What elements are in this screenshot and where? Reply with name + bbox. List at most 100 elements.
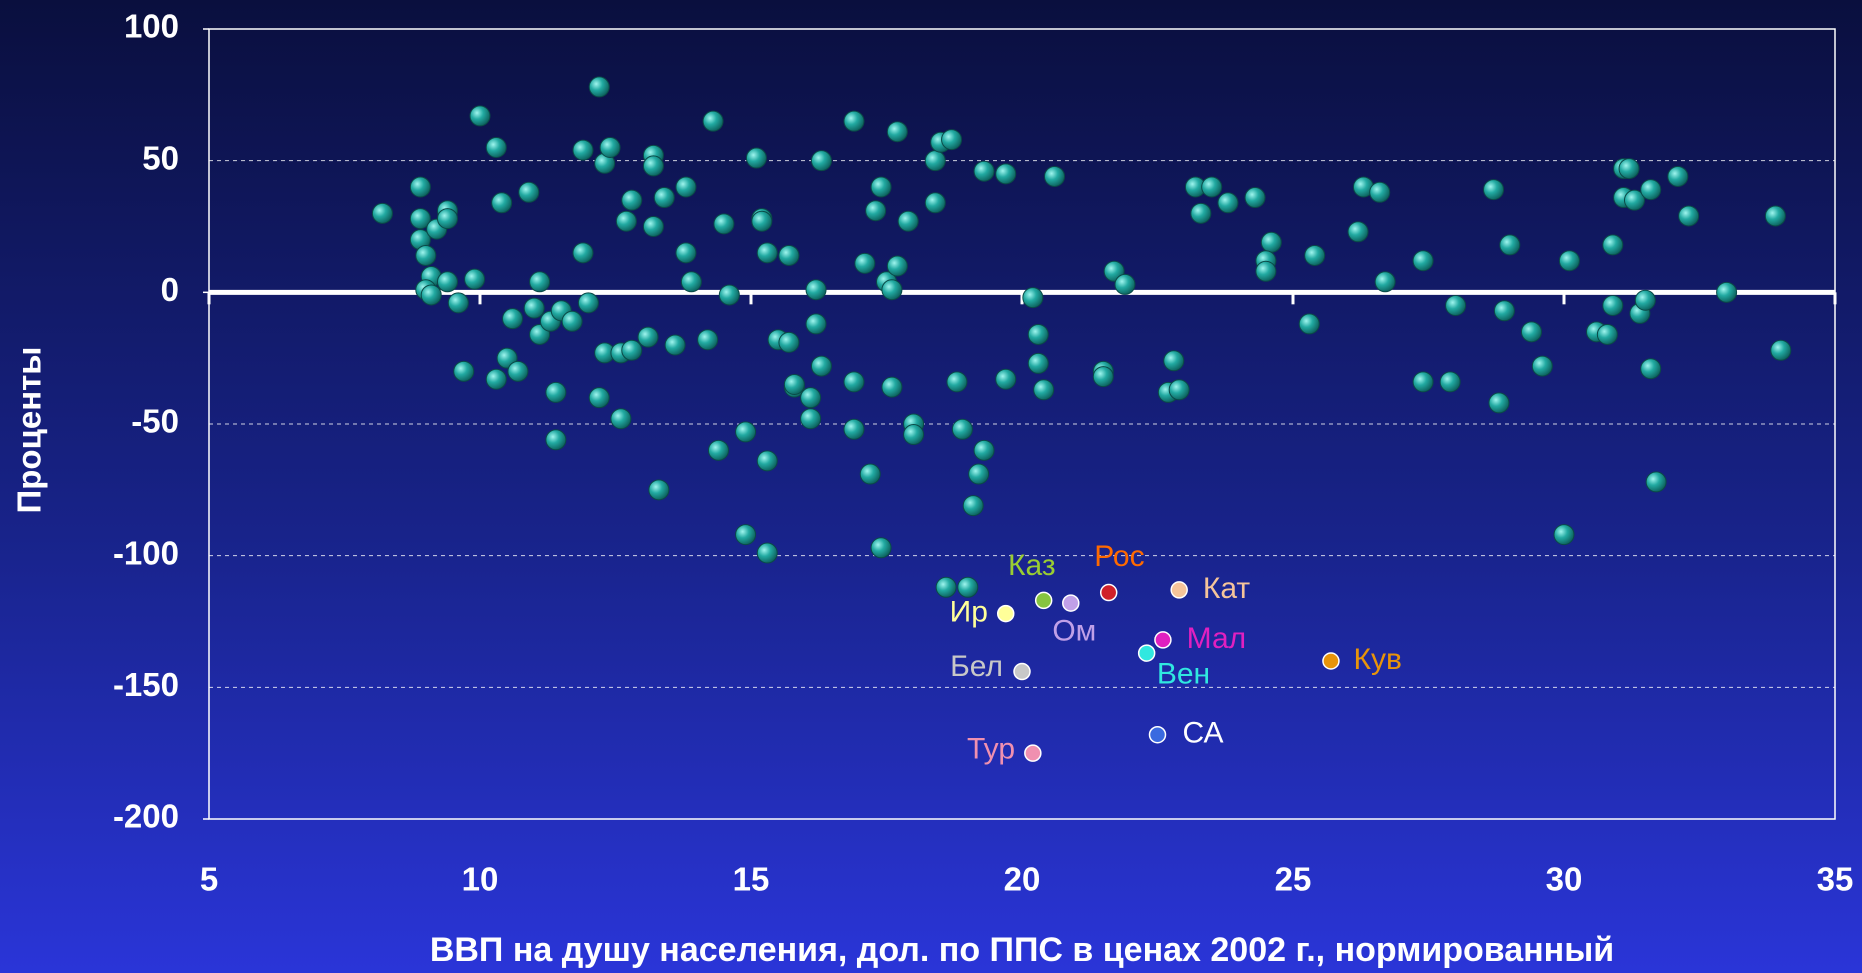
point-label: Ом bbox=[1052, 615, 1096, 648]
point bbox=[735, 524, 757, 546]
point bbox=[1347, 221, 1369, 243]
y-tick-label: -100 bbox=[113, 534, 179, 571]
point bbox=[1044, 165, 1066, 187]
point-label: Тур bbox=[967, 733, 1015, 766]
x-tick-label: 25 bbox=[1275, 861, 1312, 898]
point bbox=[805, 313, 827, 335]
point bbox=[697, 329, 719, 351]
point bbox=[859, 463, 881, 485]
point bbox=[1148, 725, 1167, 744]
point-label: Кат bbox=[1203, 572, 1251, 605]
point bbox=[756, 242, 778, 264]
point bbox=[1412, 371, 1434, 393]
point bbox=[778, 331, 800, 353]
point bbox=[946, 371, 968, 393]
point bbox=[1770, 339, 1792, 361]
point bbox=[1483, 179, 1505, 201]
point bbox=[870, 176, 892, 198]
point bbox=[572, 242, 594, 264]
point bbox=[523, 297, 545, 319]
point bbox=[1618, 158, 1640, 180]
point bbox=[1596, 323, 1618, 345]
point bbox=[800, 387, 822, 409]
point bbox=[588, 76, 610, 98]
point bbox=[962, 495, 984, 517]
point bbox=[886, 121, 908, 143]
point bbox=[610, 408, 632, 430]
point-label: Вен bbox=[1157, 658, 1210, 691]
point bbox=[973, 160, 995, 182]
point bbox=[935, 576, 957, 598]
point bbox=[1163, 350, 1185, 372]
point bbox=[854, 252, 876, 274]
x-tick-label: 30 bbox=[1546, 861, 1583, 898]
point bbox=[843, 418, 865, 440]
point bbox=[1013, 662, 1031, 681]
point bbox=[996, 604, 1015, 623]
point bbox=[642, 216, 664, 237]
point bbox=[973, 439, 995, 461]
point bbox=[615, 210, 637, 232]
point bbox=[957, 576, 979, 598]
point bbox=[371, 202, 393, 224]
point bbox=[491, 192, 513, 214]
point bbox=[800, 408, 822, 430]
point bbox=[507, 360, 529, 382]
point bbox=[664, 334, 686, 356]
y-tick-label: 0 bbox=[161, 271, 179, 308]
point bbox=[707, 439, 729, 461]
point bbox=[1499, 234, 1521, 256]
point bbox=[1034, 591, 1053, 610]
point bbox=[903, 424, 925, 446]
point bbox=[1304, 244, 1326, 266]
y-axis-title: Проценты bbox=[11, 347, 48, 514]
point bbox=[1764, 205, 1786, 227]
point-label: Бел bbox=[950, 650, 1003, 683]
y-tick-label: 100 bbox=[124, 8, 179, 45]
point bbox=[675, 176, 697, 198]
point-label: Мал bbox=[1187, 622, 1247, 655]
point bbox=[1640, 179, 1662, 201]
y-tick-label: 50 bbox=[142, 139, 179, 176]
point bbox=[420, 284, 442, 306]
point bbox=[621, 189, 643, 211]
point bbox=[735, 421, 757, 443]
point-label: Рос bbox=[1094, 540, 1144, 573]
point bbox=[436, 208, 458, 230]
point bbox=[545, 381, 567, 403]
point bbox=[886, 255, 908, 277]
point bbox=[1092, 366, 1114, 388]
point-label: СА bbox=[1182, 717, 1223, 750]
point-label: Кув bbox=[1354, 643, 1402, 676]
point bbox=[783, 374, 805, 395]
point bbox=[1488, 392, 1510, 414]
point bbox=[561, 310, 583, 332]
point bbox=[810, 355, 832, 377]
point bbox=[1667, 165, 1689, 187]
point bbox=[599, 137, 621, 158]
point bbox=[1553, 524, 1575, 546]
point bbox=[653, 187, 675, 209]
x-tick-label: 20 bbox=[1004, 861, 1041, 898]
point bbox=[751, 210, 773, 232]
point-label: Каз bbox=[1008, 549, 1056, 582]
y-tick-label: -200 bbox=[113, 798, 179, 835]
point bbox=[1445, 295, 1467, 316]
point bbox=[648, 479, 670, 501]
point bbox=[745, 147, 767, 169]
point bbox=[572, 139, 594, 161]
point bbox=[642, 155, 664, 177]
point bbox=[1716, 281, 1738, 303]
point bbox=[1255, 260, 1277, 282]
point bbox=[1602, 295, 1624, 316]
point bbox=[1493, 300, 1515, 322]
point bbox=[924, 192, 946, 214]
point bbox=[1374, 271, 1396, 293]
point bbox=[1114, 273, 1136, 295]
point bbox=[1298, 313, 1320, 335]
point bbox=[453, 360, 475, 382]
point bbox=[865, 200, 887, 222]
point bbox=[995, 368, 1017, 390]
y-tick-label: -50 bbox=[131, 403, 179, 440]
